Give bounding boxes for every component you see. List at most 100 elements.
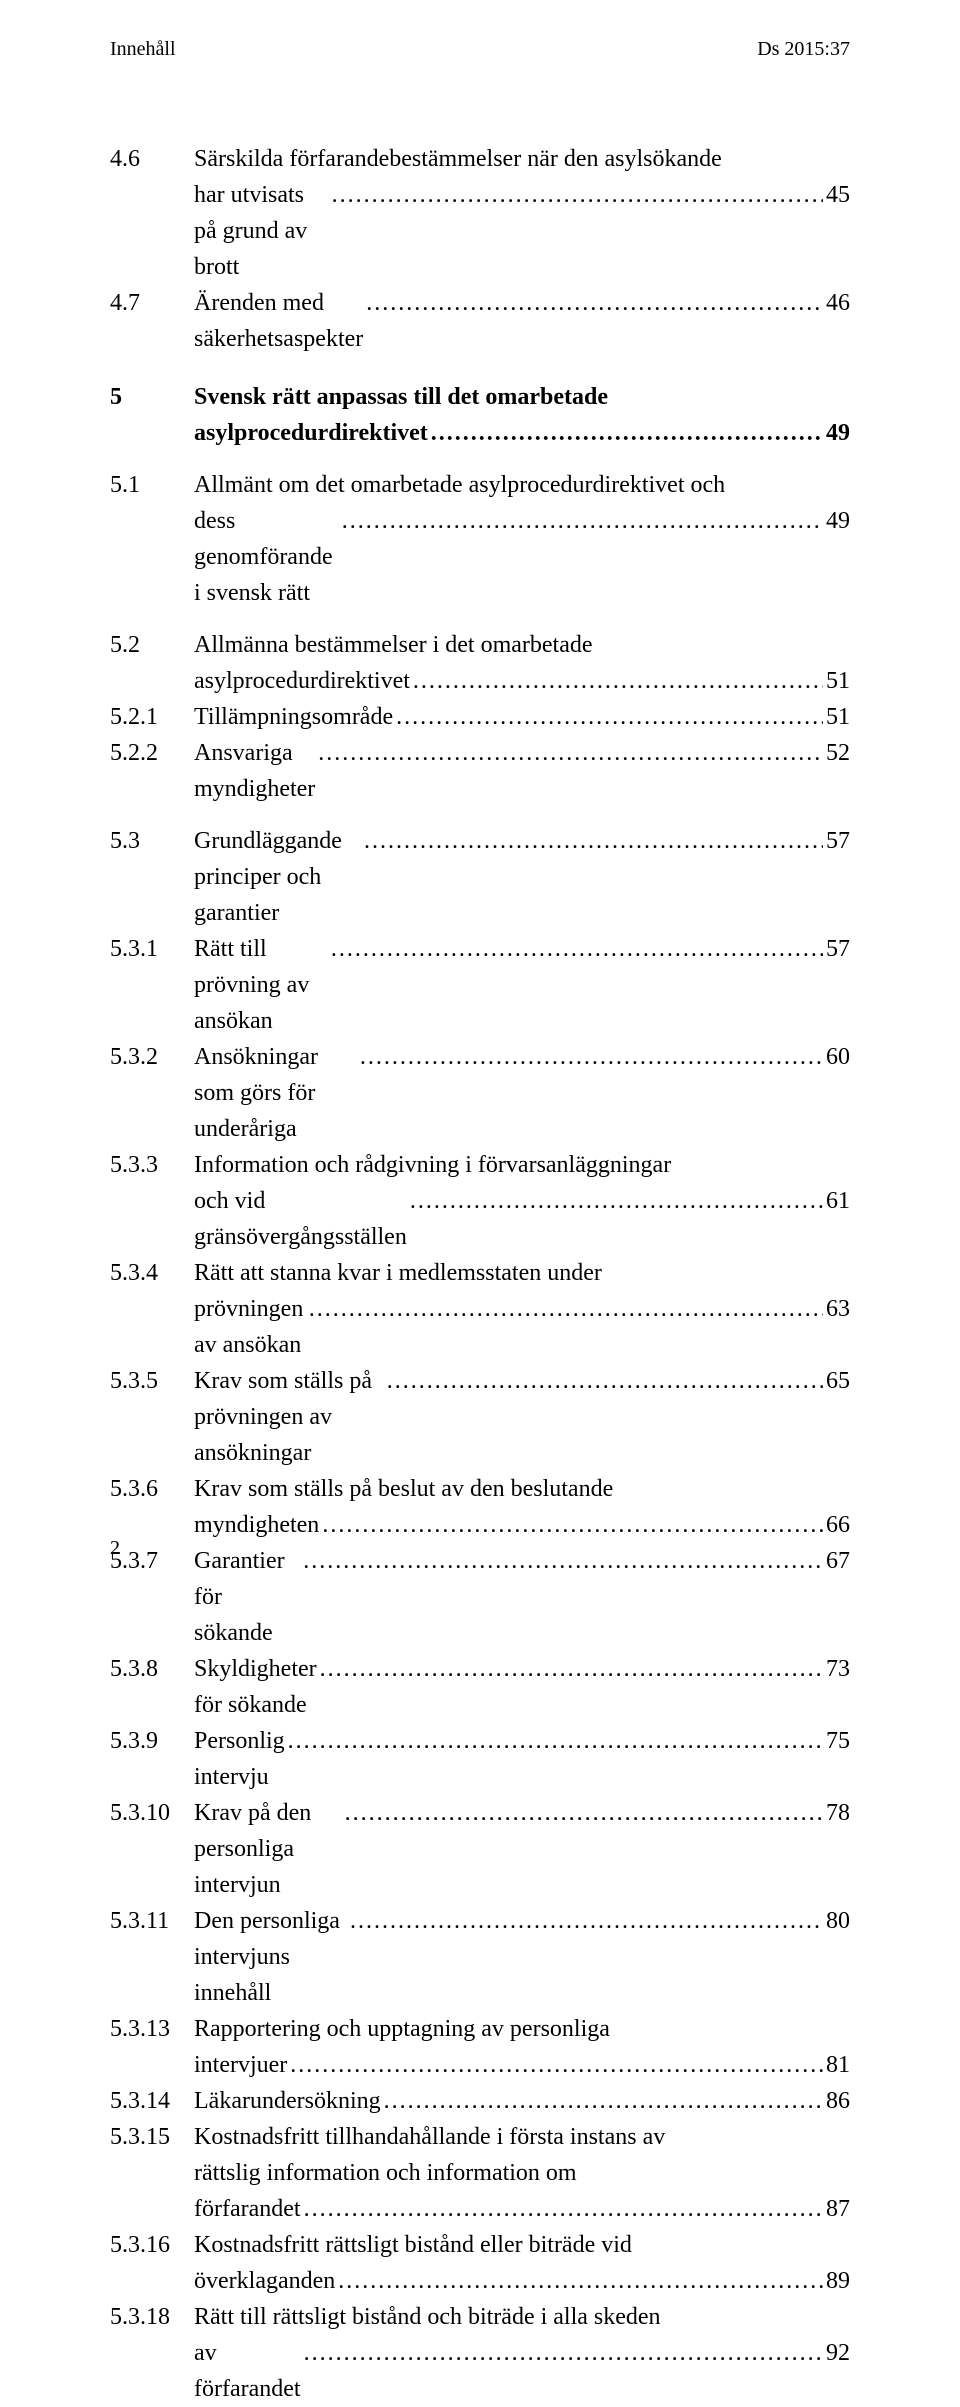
toc-entry-number: 5 [110,379,194,415]
toc-entry-page: 57 [826,931,850,967]
toc-entry-number: 5.3 [110,823,194,859]
toc-entry: 5.2.2Ansvariga myndigheter..............… [110,735,850,807]
toc-entry-text: myndigheten [194,1507,319,1543]
toc-entry: 5.3.7Garantier för sökande..............… [110,1543,850,1651]
toc-entry-text-col: har utvisats på grund av brott..........… [194,177,850,285]
toc-entry: 5.3.6Krav som ställs på beslut av den be… [110,1471,850,1507]
toc-entry-text: asylprocedurdirektivet [194,663,410,699]
toc-entry-page: 51 [826,663,850,699]
toc-entry: 5.3.11Den personliga intervjuns innehåll… [110,1903,850,2011]
toc-leader-dots: ........................................… [345,1795,823,1831]
toc-entry-text-col: asylprocedurdirektivet..................… [194,663,850,699]
toc-entry-text: Svensk rätt anpassas till det omarbetade [194,379,608,415]
toc-entry: 5.3.1Rätt till prövning av ansökan......… [110,931,850,1039]
toc-entry-text-col: intervjuer..............................… [194,2047,850,2083]
toc-entry: 5.3.10Krav på den personliga intervjun..… [110,1795,850,1903]
toc-entry-number: 4.6 [110,141,194,177]
toc-entry-text: av förfarandet [194,2335,301,2407]
toc-entry-number: 5.3.8 [110,1651,194,1687]
toc-entry: prövningen av ansökan...................… [110,1291,850,1363]
toc-entry-text: rättslig information och information om [194,2155,577,2191]
toc-entry-number: 5.3.13 [110,2011,194,2047]
toc-leader-dots: ........................................… [366,285,823,321]
toc-entry: har utvisats på grund av brott..........… [110,177,850,285]
toc-leader-dots: ........................................… [290,2047,823,2083]
toc-entry-text: Krav på den personliga intervjun [194,1795,342,1903]
toc-entry-text-col: av förfarandet..........................… [194,2335,850,2407]
toc-entry: 5.3.5Krav som ställs på prövningen av an… [110,1363,850,1471]
toc-entry-text: Rätt till prövning av ansökan [194,931,328,1039]
toc-entry-text: Läkarundersökning [194,2083,381,2119]
toc-entry-number: 5.3.16 [110,2227,194,2263]
toc-entry-page: 81 [826,2047,850,2083]
toc-leader-dots: ........................................… [304,2191,823,2227]
header-left: Innehåll [110,38,176,61]
toc-entry-number: 5.3.15 [110,2119,194,2155]
toc-leader-dots: ........................................… [413,663,823,699]
toc-entry-page: 92 [826,2335,850,2371]
toc-entry-text: Kostnadsfritt rättsligt bistånd eller bi… [194,2227,632,2263]
toc-leader-dots: ........................................… [350,1903,823,1939]
toc-entry-text-col: Ansvariga myndigheter...................… [194,735,850,807]
toc-entry-text: har utvisats på grund av brott [194,177,329,285]
toc-entry-number: 5.3.11 [110,1903,194,1939]
toc-entry-text: Kostnadsfritt tillhandahållande i första… [194,2119,665,2155]
toc-leader-dots: ........................................… [288,1723,823,1759]
toc-entry-number: 5.3.1 [110,931,194,967]
toc-entry-text-col: Krav som ställs på prövningen av ansökni… [194,1363,850,1471]
toc-entry: förfarandet.............................… [110,2191,850,2227]
toc-entry: myndigheten.............................… [110,1507,850,1543]
toc-entry: 5.3.15Kostnadsfritt tillhandahållande i … [110,2119,850,2155]
toc-leader-dots: ........................................… [338,2263,823,2299]
toc-entry-page: 49 [826,415,850,451]
toc-entry-page: 60 [826,1039,850,1075]
toc-entry: 4.7Ärenden med säkerhetsaspekter........… [110,285,850,357]
toc-entry-page: 63 [826,1291,850,1327]
toc-entry-number: 5.3.2 [110,1039,194,1075]
toc-leader-dots: ........................................… [431,415,823,451]
toc-entry-text-col: Den personliga intervjuns innehåll......… [194,1903,850,2011]
toc-entry-page: 65 [826,1363,850,1399]
toc-leader-dots: ........................................… [384,2083,823,2119]
toc-entry-text: Skyldigheter för sökande [194,1651,317,1723]
toc-entry: 5.3.4Rätt att stanna kvar i medlemsstate… [110,1255,850,1291]
toc-entry: intervjuer..............................… [110,2047,850,2083]
toc-entry-page: 46 [826,285,850,321]
toc-entry-page: 45 [826,177,850,213]
toc-entry-number: 5.3.14 [110,2083,194,2119]
toc-entry-text: Personlig intervju [194,1723,285,1795]
toc-entry-number: 5.1 [110,467,194,503]
toc-entry-text: och vid gränsövergångsställen [194,1183,407,1255]
toc-entry: 4.6Särskilda förfarandebestämmelser när … [110,141,850,177]
toc-entry-text-col: Information och rådgivning i förvarsanlä… [194,1147,850,1183]
toc-entry-number: 5.3.5 [110,1363,194,1399]
toc-entry-text-col: Ansökningar som görs för underåriga.....… [194,1039,850,1147]
toc-entry-page: 61 [826,1183,850,1219]
toc-entry: 5.3.18Rätt till rättsligt bistånd och bi… [110,2299,850,2335]
toc-entry-text-col: och vid gränsövergångsställen...........… [194,1183,850,1255]
toc-entry: rättslig information och information om [110,2155,850,2191]
toc-entry-text: Allmänna bestämmelser i det omarbetade [194,627,593,663]
toc-entry-number: 5.2.2 [110,735,194,771]
toc-entry-text: Ärenden med säkerhetsaspekter [194,285,363,357]
toc-leader-dots: ........................................… [410,1183,823,1219]
toc-entry-text: Rapportering och upptagning av personlig… [194,2011,610,2047]
toc-entry: 5.3.3Information och rådgivning i förvar… [110,1147,850,1183]
toc-entry-text: Ansvariga myndigheter [194,735,315,807]
toc-entry-text: Den personliga intervjuns innehåll [194,1903,347,2011]
toc-entry-page: 49 [826,503,850,539]
toc-entry-text-col: Svensk rätt anpassas till det omarbetade [194,379,850,415]
toc-entry-text: förfarandet [194,2191,301,2227]
toc-entry-text-col: Läkarundersökning.......................… [194,2083,850,2119]
toc-entry-text-col: Skyldigheter för sökande................… [194,1651,850,1723]
toc-entry: asylprocedurdirektivet..................… [110,415,850,451]
toc-entry-text-col: dess genomförande i svensk rätt.........… [194,503,850,611]
toc-entry-page: 78 [826,1795,850,1831]
toc-leader-dots: ........................................… [303,1543,823,1579]
toc-entry: 5.1Allmänt om det omarbetade asylprocedu… [110,467,850,503]
toc-entry-text: Rätt till rättsligt bistånd och biträde … [194,2299,661,2335]
toc-entry: dess genomförande i svensk rätt.........… [110,503,850,611]
toc-entry-page: 75 [826,1723,850,1759]
toc-entry-page: 67 [826,1543,850,1579]
toc-entry-text: Grundläggande principer och garantier [194,823,361,931]
